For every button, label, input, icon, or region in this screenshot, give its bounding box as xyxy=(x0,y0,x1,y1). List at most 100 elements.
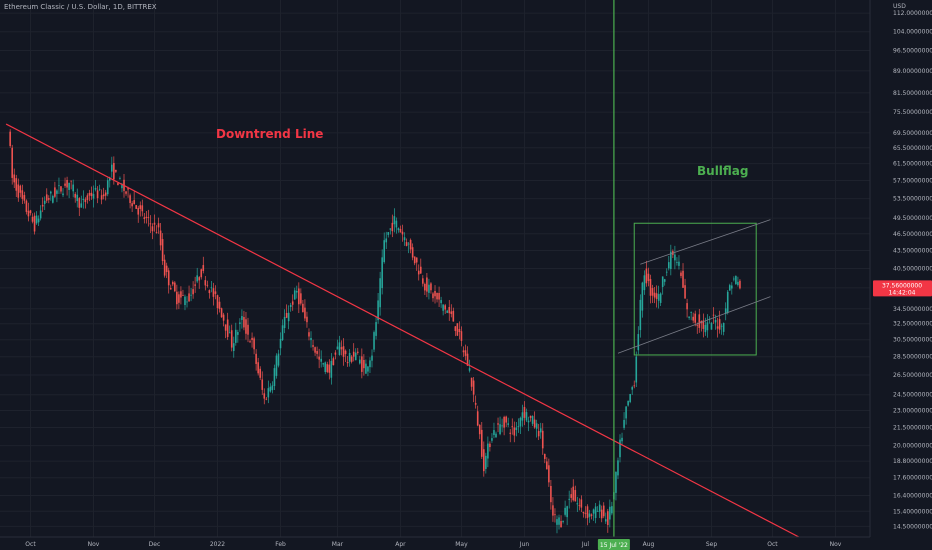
candle-body xyxy=(405,242,408,246)
y-tick-label: 17.60000000 xyxy=(893,475,932,482)
candle-body xyxy=(9,131,11,146)
candle-body xyxy=(438,292,440,300)
chart-drawings xyxy=(5,0,800,538)
candle-body xyxy=(308,332,310,337)
candle-body xyxy=(537,431,540,437)
candle-body xyxy=(468,368,471,371)
candle-body xyxy=(228,332,231,334)
candle-body xyxy=(436,292,438,300)
y-tick-label: 53.50000000 xyxy=(893,196,932,203)
candle-body xyxy=(328,364,331,373)
candle-body xyxy=(190,294,192,296)
candle-body xyxy=(450,311,453,314)
candle-body xyxy=(324,362,327,373)
candle-body xyxy=(419,266,422,274)
candle-body xyxy=(444,305,446,310)
y-tick-label: 34.50000000 xyxy=(893,306,932,313)
y-tick-label: 46.50000000 xyxy=(893,231,932,238)
candle-body xyxy=(23,195,26,201)
candle-body xyxy=(27,210,30,217)
candle-body xyxy=(19,185,22,193)
candle-body xyxy=(507,423,509,425)
candle-body xyxy=(381,257,383,289)
candle-body xyxy=(119,178,121,179)
candle-body xyxy=(167,270,170,286)
candle-body xyxy=(111,164,113,172)
candle-body xyxy=(552,505,554,516)
candle-body xyxy=(241,316,243,320)
candle-body xyxy=(131,203,133,207)
candle-body xyxy=(472,380,475,395)
candle-body xyxy=(399,228,402,233)
candle-body xyxy=(505,416,507,423)
candle-body xyxy=(145,216,148,218)
candle-body xyxy=(365,363,367,374)
candle-body xyxy=(326,364,329,372)
candle-body xyxy=(143,217,146,220)
candle-body xyxy=(275,355,278,376)
candle-body xyxy=(578,505,581,507)
candle-body xyxy=(489,443,491,448)
candle-body xyxy=(448,307,451,314)
x-tick-label: Sep xyxy=(706,541,718,548)
candle-body xyxy=(31,216,34,222)
y-tick-label: 89.00000000 xyxy=(893,68,932,75)
chart-grid xyxy=(0,0,870,537)
candle-body xyxy=(263,393,266,399)
candle-body xyxy=(580,499,583,508)
y-tick-label: 18.80000000 xyxy=(893,458,932,465)
candle-body xyxy=(155,232,158,233)
candle-body xyxy=(289,304,292,307)
candle-body xyxy=(76,194,79,202)
candle-body xyxy=(417,270,420,275)
candle-body xyxy=(251,337,253,340)
candle-body xyxy=(346,362,349,364)
x-tick-label: Oct xyxy=(25,541,36,548)
candle-body xyxy=(383,240,385,263)
candle-body xyxy=(739,280,741,289)
candle-body xyxy=(37,218,40,223)
candle-body xyxy=(718,319,721,330)
candle-body xyxy=(428,284,430,293)
candle-body xyxy=(174,282,176,292)
candle-body xyxy=(21,190,24,199)
candle-body xyxy=(615,471,617,493)
candle-body xyxy=(180,291,182,298)
price-axis: 112.00000000 104.00000000 96.50000000 89.00… xyxy=(869,0,932,550)
candle-body xyxy=(342,346,345,357)
candle-body xyxy=(80,203,83,208)
candle-body xyxy=(56,190,58,194)
candle-body xyxy=(300,293,302,304)
candle-body xyxy=(70,180,72,182)
candle-body xyxy=(403,237,406,241)
candle-body xyxy=(330,360,333,378)
candle-body xyxy=(261,379,264,390)
candle-body xyxy=(397,228,400,231)
y-tick-label: 23.00000000 xyxy=(893,408,932,415)
candle-body xyxy=(491,438,493,441)
candle-body xyxy=(590,514,593,516)
candle-body xyxy=(641,282,644,311)
candle-body xyxy=(354,352,357,361)
candle-body xyxy=(653,292,656,298)
candle-body xyxy=(295,291,298,293)
candle-body xyxy=(82,198,85,201)
candle-body xyxy=(214,291,217,294)
candle-body xyxy=(535,423,538,429)
last-price-badge: 37.56000000 14:42:04 xyxy=(873,280,932,297)
candle-body xyxy=(367,366,369,372)
candle-body xyxy=(393,216,396,225)
candle-body xyxy=(684,285,686,299)
x-tick-label: Nov xyxy=(830,541,842,548)
candle-body xyxy=(487,443,489,459)
candle-body xyxy=(127,188,129,190)
candle-body xyxy=(657,294,660,301)
candle-body xyxy=(539,428,542,433)
candle-body xyxy=(735,276,737,285)
candle-body xyxy=(186,301,188,303)
x-tick-label: Mar xyxy=(332,541,344,548)
candle-body xyxy=(562,520,564,522)
channel-lower-line xyxy=(617,296,771,354)
candle-body xyxy=(395,220,398,228)
